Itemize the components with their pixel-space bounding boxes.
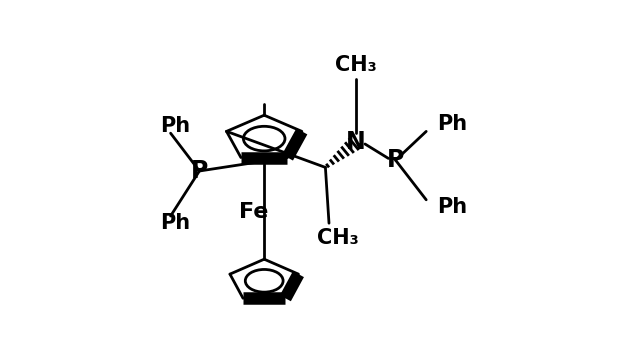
Text: P: P (191, 159, 208, 183)
Text: Ph: Ph (160, 213, 190, 233)
Text: CH₃: CH₃ (317, 228, 359, 248)
Text: Fe: Fe (239, 202, 268, 222)
Text: Ph: Ph (160, 116, 190, 136)
Text: Ph: Ph (437, 197, 467, 217)
Text: CH₃: CH₃ (335, 55, 377, 75)
Text: Ph: Ph (437, 114, 467, 134)
Text: P: P (387, 148, 404, 172)
Text: N: N (346, 130, 366, 154)
